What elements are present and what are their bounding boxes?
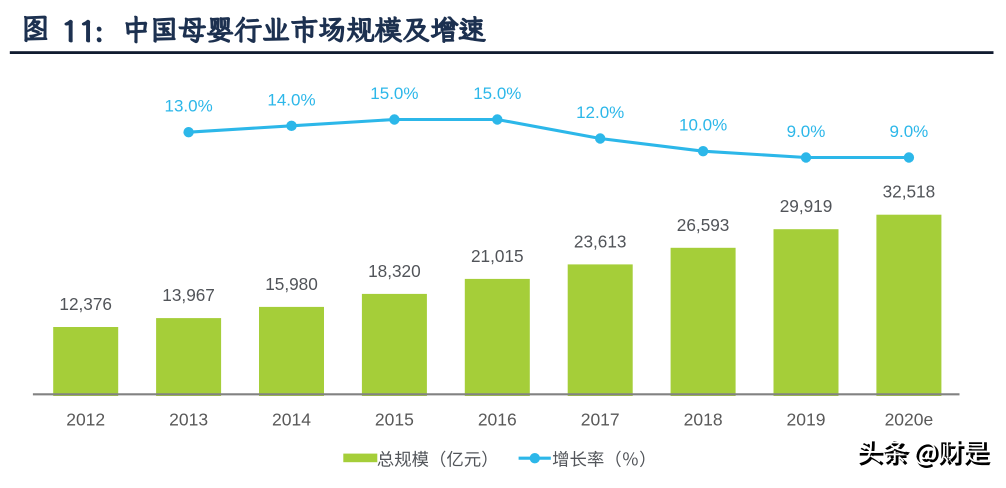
svg-text:2019: 2019 xyxy=(787,410,826,430)
svg-text:12,376: 12,376 xyxy=(59,294,112,314)
svg-text:18,320: 18,320 xyxy=(368,261,421,281)
svg-text:21,015: 21,015 xyxy=(471,246,524,266)
svg-text:9.0%: 9.0% xyxy=(890,122,929,141)
svg-text:12.0%: 12.0% xyxy=(576,103,624,122)
svg-text:2018: 2018 xyxy=(684,410,723,430)
svg-text:2012: 2012 xyxy=(66,410,105,430)
svg-text:13,967: 13,967 xyxy=(162,285,215,305)
svg-text:2016: 2016 xyxy=(478,410,517,430)
svg-text:2013: 2013 xyxy=(169,410,208,430)
svg-text:13.0%: 13.0% xyxy=(164,97,212,116)
svg-text:15.0%: 15.0% xyxy=(473,84,521,103)
svg-text:2014: 2014 xyxy=(272,410,311,430)
svg-text:2020e: 2020e xyxy=(885,410,934,430)
svg-text:2015: 2015 xyxy=(375,410,414,430)
svg-text:32,518: 32,518 xyxy=(883,182,936,202)
svg-text:10.0%: 10.0% xyxy=(679,116,727,135)
svg-text:9.0%: 9.0% xyxy=(787,122,826,141)
svg-text:15,980: 15,980 xyxy=(265,274,318,294)
svg-text:29,919: 29,919 xyxy=(780,196,833,216)
svg-text:26,593: 26,593 xyxy=(677,215,730,235)
svg-text:15.0%: 15.0% xyxy=(370,84,418,103)
svg-text:23,613: 23,613 xyxy=(574,231,627,251)
svg-text:2017: 2017 xyxy=(581,410,620,430)
svg-text:14.0%: 14.0% xyxy=(267,90,315,109)
